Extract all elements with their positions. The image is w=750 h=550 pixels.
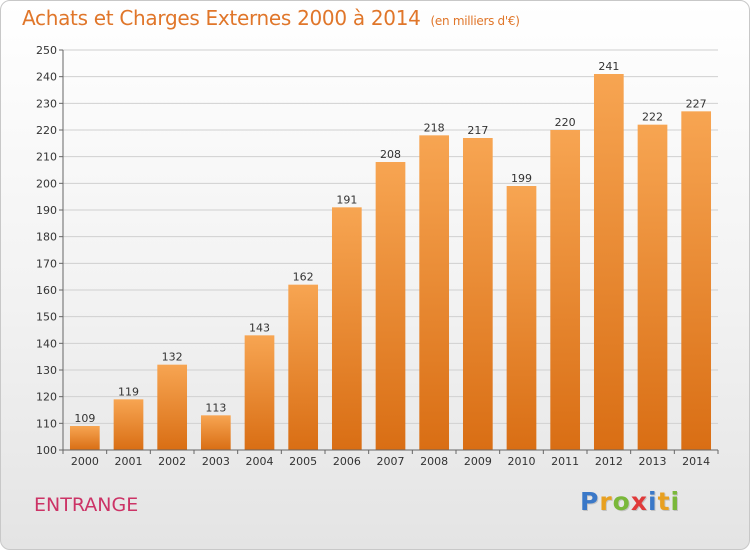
x-tick-label: 2004 [246, 455, 274, 468]
data-label: 132 [162, 351, 183, 364]
data-label: 191 [336, 193, 357, 206]
data-label: 109 [74, 412, 95, 425]
bar [550, 130, 581, 450]
logo-letter: x [630, 487, 648, 516]
logo-letter: i [648, 487, 658, 516]
bar [593, 74, 624, 450]
bar [200, 415, 231, 450]
data-label: 220 [555, 116, 576, 129]
proxiti-logo[interactable]: Proxiti [580, 487, 680, 516]
data-label: 217 [467, 124, 488, 137]
y-tick-label: 180 [36, 231, 57, 244]
chart-title: Achats et Charges Externes 2000 à 2014 (e… [22, 6, 520, 30]
commune-name: ENTRANGE [34, 494, 139, 516]
x-tick-label: 2007 [377, 455, 405, 468]
x-tick-label: 2008 [420, 455, 448, 468]
data-label: 162 [293, 271, 314, 284]
x-tick-label: 2010 [508, 455, 536, 468]
x-tick-label: 2000 [71, 455, 99, 468]
x-tick-label: 2014 [682, 455, 710, 468]
logo-letter: r [599, 487, 613, 516]
bar [419, 135, 450, 451]
bar [157, 364, 188, 450]
y-tick-label: 210 [36, 151, 57, 164]
data-label: 208 [380, 148, 401, 161]
x-tick-label: 2001 [115, 455, 143, 468]
data-label: 222 [642, 111, 663, 124]
data-label: 113 [205, 401, 226, 414]
bar [69, 426, 100, 450]
y-tick-label: 200 [36, 177, 57, 190]
y-tick-label: 110 [36, 417, 57, 430]
axes: 100 110 120 130 140 150 160 170 180 190 200 210 220 2… [36, 44, 719, 468]
logo-letter: o [612, 487, 631, 516]
data-label: 199 [511, 172, 532, 185]
bar [637, 124, 668, 451]
data-label: 227 [686, 97, 707, 110]
data-label: 143 [249, 321, 270, 334]
chart-subtitle: (en milliers d'€) [430, 14, 520, 28]
x-tick-label: 2005 [289, 455, 317, 468]
x-tick-label: 2012 [595, 455, 623, 468]
x-tick-label: 2002 [158, 455, 186, 468]
bar [331, 207, 362, 450]
y-tick-label: 160 [36, 284, 57, 297]
y-tick-label: 100 [36, 444, 57, 457]
y-tick-label: 120 [36, 391, 57, 404]
y-tick-label: 250 [36, 44, 57, 57]
y-tick-label: 140 [36, 337, 57, 350]
x-tick-label: 2013 [639, 455, 667, 468]
x-tick-label: 2003 [202, 455, 230, 468]
x-tick-label: 2011 [551, 455, 579, 468]
logo-letter: t [657, 487, 671, 516]
y-tick-label: 170 [36, 257, 57, 270]
data-label: 218 [424, 121, 445, 134]
logo-letter: P [580, 487, 600, 516]
y-tick-label: 130 [36, 364, 57, 377]
logo-letter: i [670, 487, 681, 516]
y-tick-label: 230 [36, 97, 57, 110]
data-label: 241 [598, 60, 619, 73]
y-tick-label: 220 [36, 124, 57, 137]
bar [113, 399, 144, 450]
y-tick-label: 150 [36, 311, 57, 324]
y-tick-label: 240 [36, 71, 57, 84]
bar [462, 138, 493, 450]
bar [288, 284, 319, 450]
bar [375, 162, 406, 450]
x-tick-label: 2006 [333, 455, 361, 468]
bar [506, 186, 537, 450]
x-tick-label: 2009 [464, 455, 492, 468]
y-tick-label: 190 [36, 204, 57, 217]
data-label: 119 [118, 385, 139, 398]
bars: 109 119 132 113 143 162 191 208 218 217 199 220 241 2… [69, 60, 712, 451]
bar [244, 335, 275, 450]
bar [681, 111, 712, 450]
